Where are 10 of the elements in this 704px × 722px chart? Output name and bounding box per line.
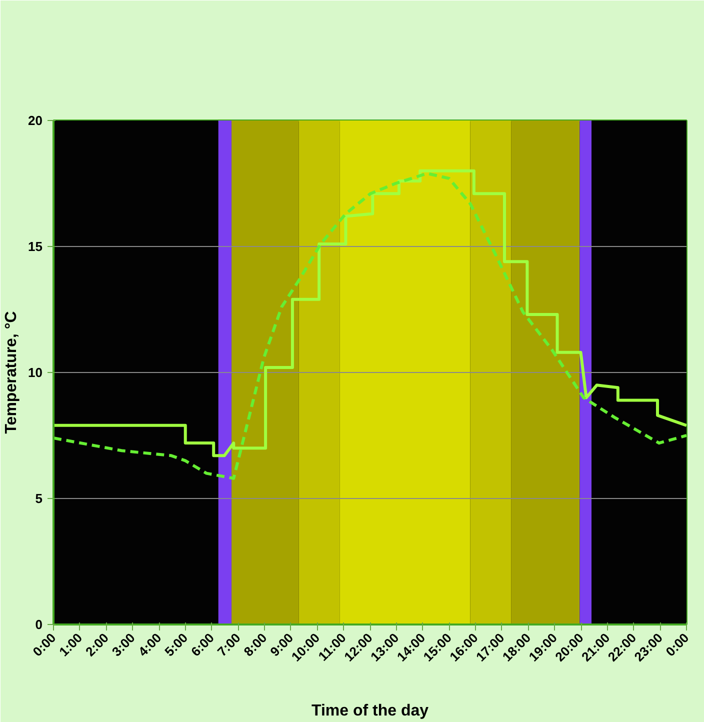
y-tick-label: 20 [28, 113, 43, 128]
y-tick-label: 5 [35, 491, 43, 506]
x-tick-label: 6:00 [188, 630, 218, 660]
y-tick-label: 15 [28, 239, 43, 254]
x-axis-title: Time of the day [311, 702, 429, 720]
y-tick-label: 10 [28, 365, 43, 380]
x-tick-label: 0:00 [30, 630, 59, 660]
y-tick-label: 0 [35, 617, 43, 632]
y-axis-title: Temperature, °C [3, 310, 20, 434]
x-tick-label: 0:00 [662, 630, 692, 660]
